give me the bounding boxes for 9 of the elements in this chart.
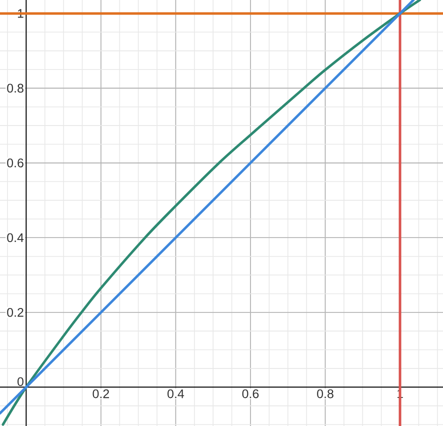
y-tick-label: 0.6 xyxy=(7,158,24,168)
y-tick-label: 0.8 xyxy=(7,84,24,93)
x-tick-label: 0.2 xyxy=(92,389,109,398)
y-tick-label: 0 xyxy=(18,377,24,386)
x-tick-label: 0.6 xyxy=(242,389,259,398)
y-tick-label: 0.4 xyxy=(7,233,24,242)
x-tick-label: 0.8 xyxy=(317,389,334,398)
x-tick-label: 0.4 xyxy=(168,389,184,398)
y-tick-label: 0.2 xyxy=(7,308,24,317)
